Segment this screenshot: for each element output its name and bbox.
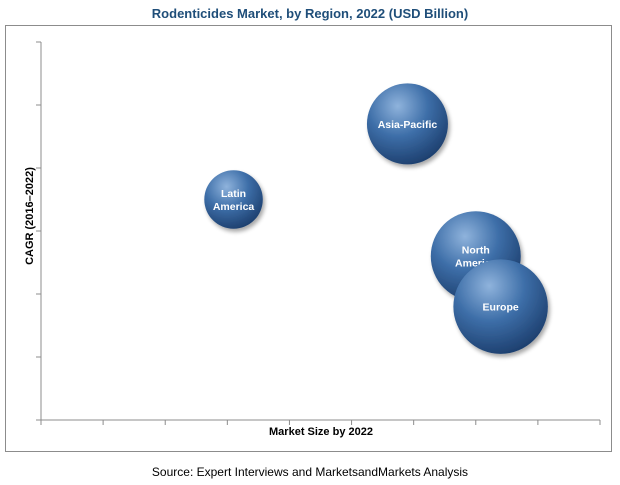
y-axis-title: CAGR (2016–2022) <box>24 167 36 265</box>
chart-title: Rodenticides Market, by Region, 2022 (US… <box>151 6 469 21</box>
bubble-point <box>204 170 263 229</box>
bubble-label: Asia-Pacific <box>378 119 438 131</box>
chart-frame <box>5 25 612 452</box>
bubble-label: Europe <box>483 302 519 314</box>
source-note: Source: Expert Interviews and Marketsand… <box>151 465 469 479</box>
axes <box>36 41 601 425</box>
bubble-point <box>453 259 548 354</box>
bubble-label: Latin <box>221 188 246 200</box>
bubble-label: North <box>462 245 490 257</box>
x-axis-title: Market Size by 2022 <box>269 426 373 438</box>
bubble-point <box>366 83 448 165</box>
bubble-label: America <box>213 201 255 213</box>
bubbles: LatinAmericaAsia-PacificNorthAmericaEuro… <box>204 83 548 354</box>
